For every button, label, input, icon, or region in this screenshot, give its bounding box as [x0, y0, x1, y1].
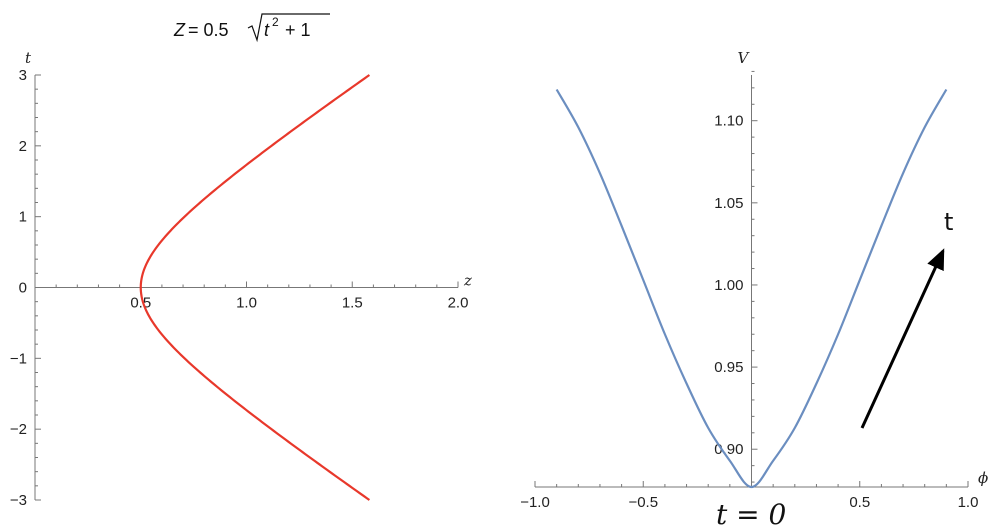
left-y-tick-label: 3 [19, 67, 27, 84]
right-y-tick-label: 1.05 [714, 195, 743, 212]
left-y-tick-label: −3 [10, 492, 27, 509]
left-y-tick-label: 2 [19, 138, 27, 155]
right-x-tick-label: −0.5 [628, 494, 658, 511]
left-x-tick-label: 2.0 [448, 295, 469, 312]
left-title-lhs: Z [173, 20, 186, 40]
left-title-rad-rest: + 1 [285, 20, 311, 40]
left-y-tick-label: 1 [19, 209, 27, 226]
left-y-tick-label: −1 [10, 350, 27, 367]
right-y-tick-label: 1.10 [714, 113, 743, 130]
left-y-axis-label: t [25, 49, 32, 67]
right-y-tick-label: 0.95 [714, 359, 743, 376]
right-x-ticks: −1.0 −0.5 0.5 1.0 [520, 481, 978, 511]
left-title-rad-var: t [264, 20, 270, 40]
right-x-tick-label: −1.0 [520, 494, 550, 511]
start-label: t = 0 [716, 498, 786, 531]
right-x-axis-label: ϕ [978, 469, 988, 487]
left-title-rad-exp: 2 [272, 15, 279, 29]
left-title: Z = 0.5 t 2 + 1 [173, 13, 330, 43]
left-x-ticks: 0.5 1.0 1.5 2.0 [55, 281, 469, 312]
right-y-tick-label: 1.00 [714, 277, 743, 294]
left-y-tick-label: 0 [19, 280, 27, 297]
arrow-label: t [944, 208, 953, 236]
right-x-tick-label: 1.0 [958, 494, 979, 511]
right-x-tick-label: 0.5 [849, 494, 870, 511]
time-arrow [860, 248, 945, 429]
right-series-line [555, 88, 948, 489]
left-title-eq: = 0.5 [188, 20, 229, 40]
left-y-tick-label: −2 [10, 421, 27, 438]
right-y-tick-label: 0.90 [714, 441, 743, 458]
left-x-tick-label: 1.0 [236, 295, 257, 312]
left-x-tick-label: 1.5 [342, 295, 363, 312]
right-chart: −1.0 −0.5 0.5 1.0 0.900.951.001.051.10 ϕ V … [520, 49, 988, 531]
radical-sign [247, 13, 330, 43]
left-y-ticks: −3 −2 −1 0 1 2 3 [10, 67, 41, 509]
left-chart: Z = 0.5 t 2 + 1 0.5 1.0 1.5 2.0 −3−2−10123 … [10, 13, 472, 509]
left-series-line [139, 74, 371, 501]
right-y-ticks: 0.90 0.95 1.00 1.05 1.10 [714, 70, 758, 483]
right-y-axis-label: V [738, 49, 751, 67]
left-x-axis-label: z [463, 272, 472, 290]
